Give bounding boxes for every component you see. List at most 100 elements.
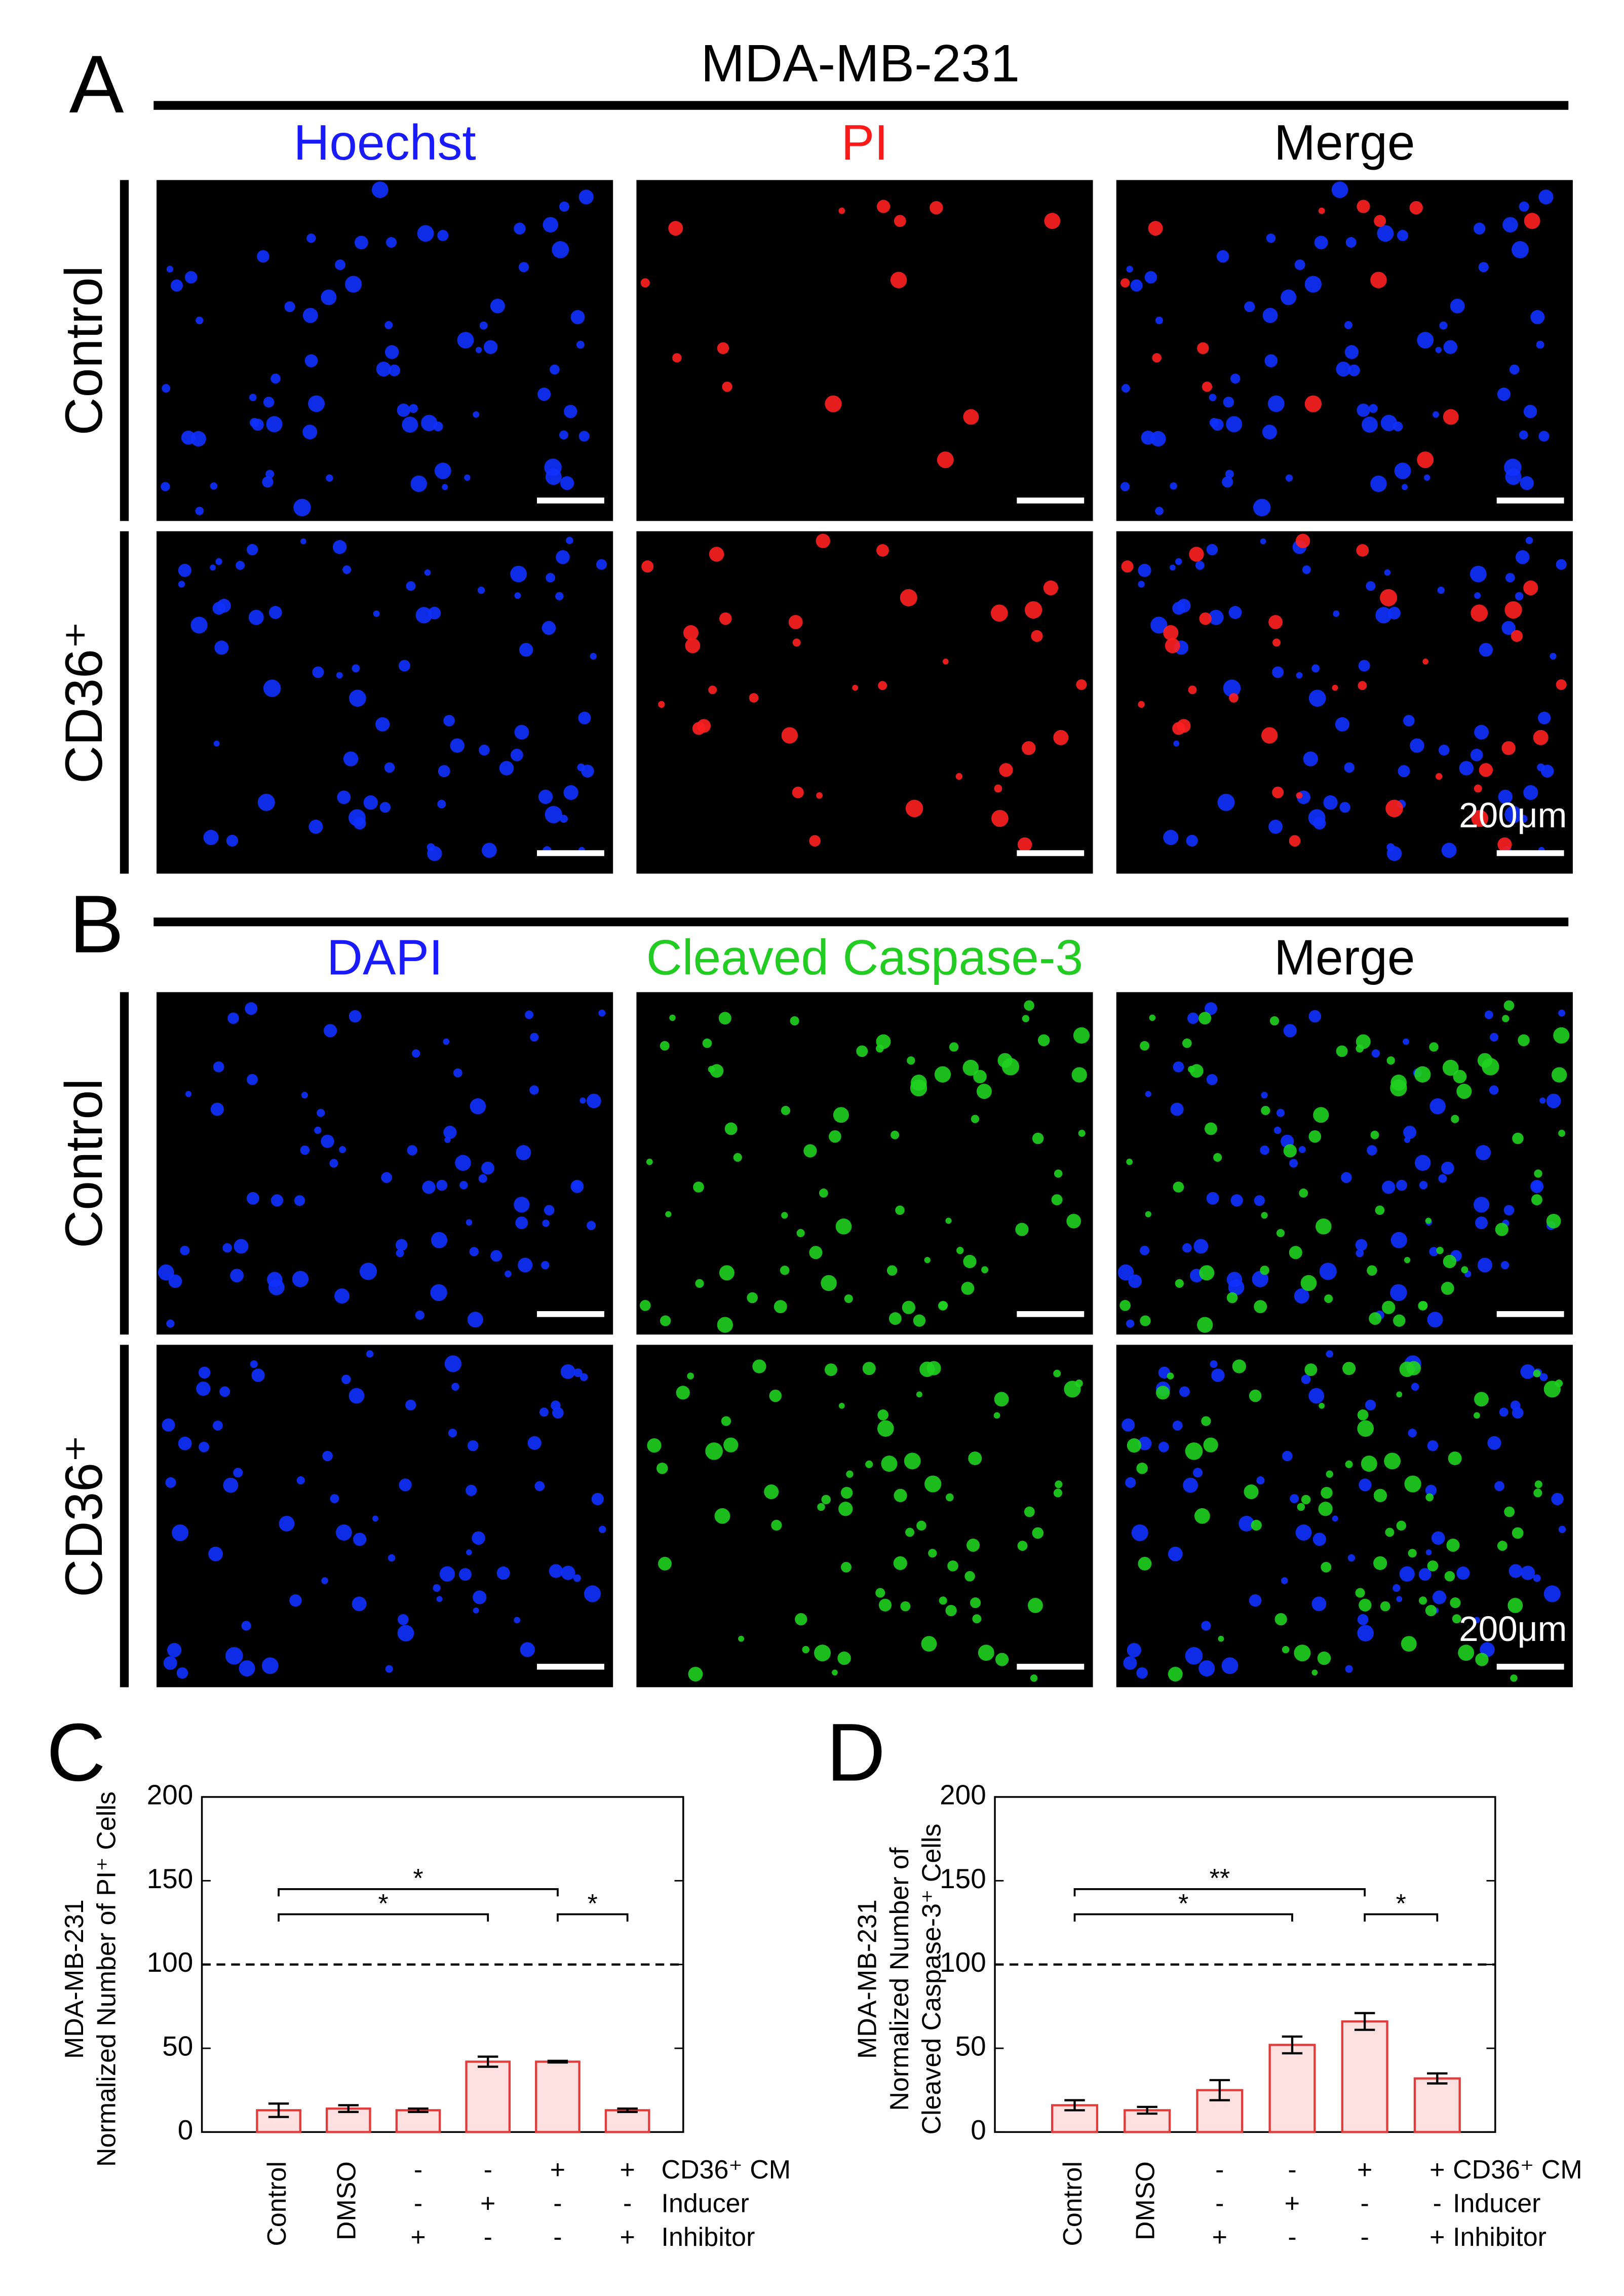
cell: [829, 1130, 841, 1143]
cell: [1357, 200, 1370, 213]
condition-sign: -: [553, 2189, 562, 2218]
cell: [1126, 1319, 1135, 1328]
cell: [1253, 499, 1271, 517]
cell: [714, 1508, 730, 1524]
cell: [1267, 395, 1285, 412]
cell: [877, 1409, 888, 1421]
cell: [375, 717, 390, 732]
cell: [398, 660, 410, 672]
cell: [1396, 1596, 1403, 1602]
cell: [676, 1386, 690, 1400]
cell: [1458, 1644, 1475, 1661]
cell: [1367, 1265, 1377, 1276]
cell: [1386, 1056, 1395, 1065]
cell: [1261, 1105, 1270, 1116]
cell: [1189, 547, 1204, 562]
cell: [1482, 1058, 1499, 1076]
cell: [185, 1091, 192, 1097]
cell: [1163, 829, 1179, 845]
cell: [1169, 564, 1176, 571]
cell: [1474, 1392, 1489, 1407]
cell: [1503, 1000, 1515, 1011]
y-axis-label: MDA-MB-231: [853, 1899, 882, 2059]
cell: [161, 482, 170, 491]
cell: [199, 1441, 209, 1452]
cell: [1301, 1495, 1311, 1505]
cell: [1138, 581, 1145, 588]
cell: [968, 1451, 982, 1466]
cell: [1308, 1130, 1322, 1143]
cell: [544, 1205, 555, 1215]
cell: [230, 1269, 244, 1283]
cell: [1316, 1218, 1332, 1235]
cell: [1425, 1217, 1432, 1224]
cell: [1411, 1383, 1419, 1391]
significance-bracket: [1364, 1913, 1439, 1922]
cell: [981, 1266, 988, 1274]
error-bar: [1209, 2079, 1230, 2101]
cell: [198, 1366, 211, 1379]
cell: [1125, 1477, 1136, 1488]
cell: [1173, 1061, 1184, 1073]
cell: [947, 1560, 958, 1572]
cell: [1185, 1647, 1203, 1665]
cell: [415, 607, 432, 624]
cell: [479, 321, 488, 330]
cell: [1289, 1246, 1302, 1259]
cell: [1213, 1153, 1222, 1162]
cell: [222, 1243, 232, 1253]
y-tick-label: 50: [162, 2031, 193, 2062]
y-tick-label: 100: [940, 1946, 986, 1978]
cell: [1439, 321, 1448, 330]
cell: [466, 1549, 472, 1555]
condition-sign: -: [414, 2155, 422, 2185]
cell: [443, 715, 455, 726]
cell: [248, 609, 264, 625]
cell: [158, 1264, 174, 1281]
cell: [891, 1130, 900, 1139]
cell: [683, 625, 699, 641]
cell: [556, 550, 570, 564]
cell: [1229, 693, 1239, 703]
cell: [525, 1010, 533, 1019]
cell: [719, 612, 732, 625]
cell: [376, 361, 392, 377]
cell: [1244, 301, 1255, 313]
y-tick-label: 50: [955, 2031, 986, 2062]
cell: [1136, 1667, 1148, 1679]
cell: [672, 353, 682, 363]
cell: [1228, 605, 1242, 619]
cell: [469, 1247, 479, 1256]
condition-sign: +: [1285, 2189, 1300, 2218]
cell: [1509, 364, 1520, 375]
cell: [1441, 843, 1457, 858]
y-tick-label: 0: [971, 2114, 986, 2146]
cell: [852, 684, 859, 691]
cell: [251, 1368, 265, 1382]
cell: [212, 601, 225, 615]
column-header: Cleaved Caspase-3: [646, 930, 1083, 985]
cell: [1197, 342, 1209, 355]
cell: [693, 1181, 704, 1193]
cell: [978, 1644, 994, 1661]
condition-sign: -: [484, 2223, 492, 2252]
cell: [1403, 715, 1415, 726]
cell: [246, 1192, 259, 1205]
cell: [1218, 1635, 1224, 1642]
cell: [1501, 741, 1516, 755]
cell: [1217, 793, 1235, 811]
cell: [1418, 1596, 1427, 1605]
cell: [1054, 1169, 1063, 1178]
cell: [578, 431, 590, 442]
cell: [1438, 744, 1450, 756]
cell: [515, 1216, 528, 1230]
cell: [412, 1049, 420, 1058]
cell: [907, 1056, 915, 1065]
condition-sign: +: [1357, 2155, 1372, 2185]
cell: [1399, 1566, 1415, 1582]
cell: [1289, 1159, 1298, 1168]
cell: [1175, 1279, 1184, 1288]
cell: [945, 1604, 957, 1617]
cell: [550, 364, 560, 375]
cell: [1356, 1249, 1364, 1257]
